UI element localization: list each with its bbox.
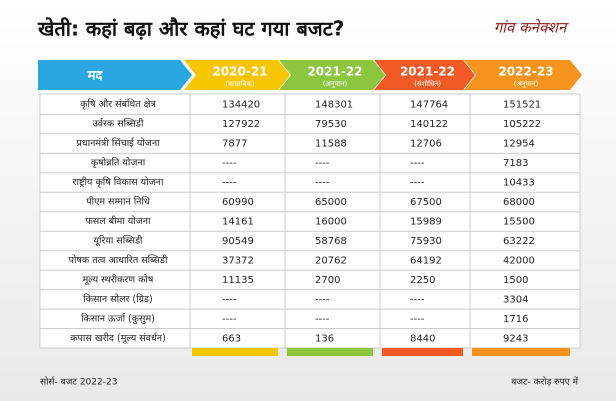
cell-value: 65000 [315, 197, 347, 208]
cell-value: ---- [222, 314, 237, 325]
row-label: पोषक तत्व आधारित सब्सिडी [69, 254, 168, 266]
row-label: कृषोन्नति योजना [91, 157, 146, 169]
header-cell [374, 60, 475, 90]
cell-value: 12706 [410, 139, 442, 150]
row-label: उर्वरक सब्सिडी [93, 118, 144, 130]
row-label: प्रधानमंत्री सिंचाई योजना [76, 137, 160, 149]
cell-value: 8440 [410, 333, 435, 344]
cell-value: 15989 [410, 217, 442, 228]
row-label: मूल्य स्थरीकरण कोष [83, 273, 154, 285]
logo: गांव कनेक्शन [494, 19, 569, 37]
footer-unit: बजट- करोड़ रुपए में [511, 376, 578, 388]
header-cell [38, 60, 192, 90]
cell-value: 7877 [222, 139, 247, 150]
header-year: 2022-23 [498, 65, 553, 79]
cell-value: 11135 [222, 275, 254, 286]
column-bar [382, 348, 463, 356]
cell-value: 105222 [503, 119, 541, 130]
cell-value: 147764 [410, 100, 448, 111]
cell-value: 136 [315, 333, 334, 344]
header-cell [279, 60, 385, 90]
cell-value: 134420 [222, 100, 260, 111]
cell-value: 63222 [503, 236, 535, 247]
cell-value: ---- [222, 158, 237, 169]
cell-value: 2250 [410, 275, 435, 286]
cell-value: 75930 [410, 236, 442, 247]
header-note: (वास्तविक) [226, 79, 255, 88]
header-year: 2020-21 [212, 65, 267, 79]
cell-value: 79530 [315, 119, 347, 130]
cell-value: 1716 [503, 314, 528, 325]
cell-value: ---- [410, 178, 425, 189]
cell-value: 151521 [503, 100, 541, 111]
footer-source: सोर्स- बजट 2022-23 [40, 376, 117, 388]
row-label: राष्ट्रीय कृषि विकास योजना [73, 176, 164, 188]
cell-value: 7183 [503, 158, 528, 169]
cell-value: 64192 [410, 255, 442, 266]
header-note: (संशोधित) [414, 79, 441, 88]
cell-value: 20762 [315, 255, 347, 266]
cell-value: 127922 [222, 119, 260, 130]
column-bar [287, 348, 373, 356]
cell-value: ---- [315, 178, 330, 189]
cell-value: 58768 [315, 236, 347, 247]
row-label: किसान सोलर (ग्रिड) [83, 293, 152, 305]
header-year: 2021-22 [400, 65, 455, 79]
header-cell [464, 60, 582, 90]
cell-value: 140122 [410, 119, 448, 130]
header-note: (अनुमान) [514, 80, 539, 88]
row-label: पीएम सम्मान निधि [86, 196, 150, 208]
row-label: यूरिया सब्सिडी [93, 234, 143, 246]
row-label: कपास खरीद (मूल्य संवर्धन) [70, 332, 166, 344]
cell-value: ---- [315, 314, 330, 325]
header-note: (अनुमान) [323, 80, 348, 88]
cell-value: 10433 [503, 178, 535, 189]
header-year: 2021-22 [307, 65, 362, 79]
row-label: किसान ऊर्जा (कुसुम) [81, 312, 155, 324]
cell-value: ---- [410, 158, 425, 169]
cell-value: 90549 [222, 236, 254, 247]
cell-value: 663 [222, 333, 241, 344]
table-body [39, 93, 581, 349]
column-bar [472, 348, 570, 356]
cell-value: 11588 [315, 139, 347, 150]
cell-value: 60990 [222, 197, 254, 208]
cell-value: 68000 [503, 197, 535, 208]
cell-value: ---- [315, 294, 330, 305]
cell-value: ---- [222, 178, 237, 189]
row-label: कृषि और संबंधित क्षेत्र [80, 98, 156, 110]
column-bar [192, 348, 278, 356]
cell-value: 16000 [315, 217, 347, 228]
cell-value: 1500 [503, 275, 528, 286]
cell-value: ---- [315, 158, 330, 169]
header-cell [184, 60, 290, 90]
cell-value: 3304 [503, 294, 528, 305]
cell-value: 67500 [410, 197, 442, 208]
cell-value: 12954 [503, 139, 535, 150]
row-label: फसल बीमा योजना [85, 215, 151, 227]
title: खेती: कहां बढ़ा और कहां घट गया बजट? [37, 17, 344, 41]
cell-value: 14161 [222, 217, 254, 228]
cell-value: ---- [410, 294, 425, 305]
header-label: मद [87, 69, 104, 84]
cell-value: 15500 [503, 217, 535, 228]
cell-value: 9243 [503, 333, 528, 344]
cell-value: 2700 [315, 275, 340, 286]
cell-value: ---- [410, 314, 425, 325]
cell-value: 42000 [503, 255, 535, 266]
cell-value: 148301 [315, 100, 353, 111]
cell-value: 37372 [222, 255, 254, 266]
cell-value: ---- [222, 294, 237, 305]
